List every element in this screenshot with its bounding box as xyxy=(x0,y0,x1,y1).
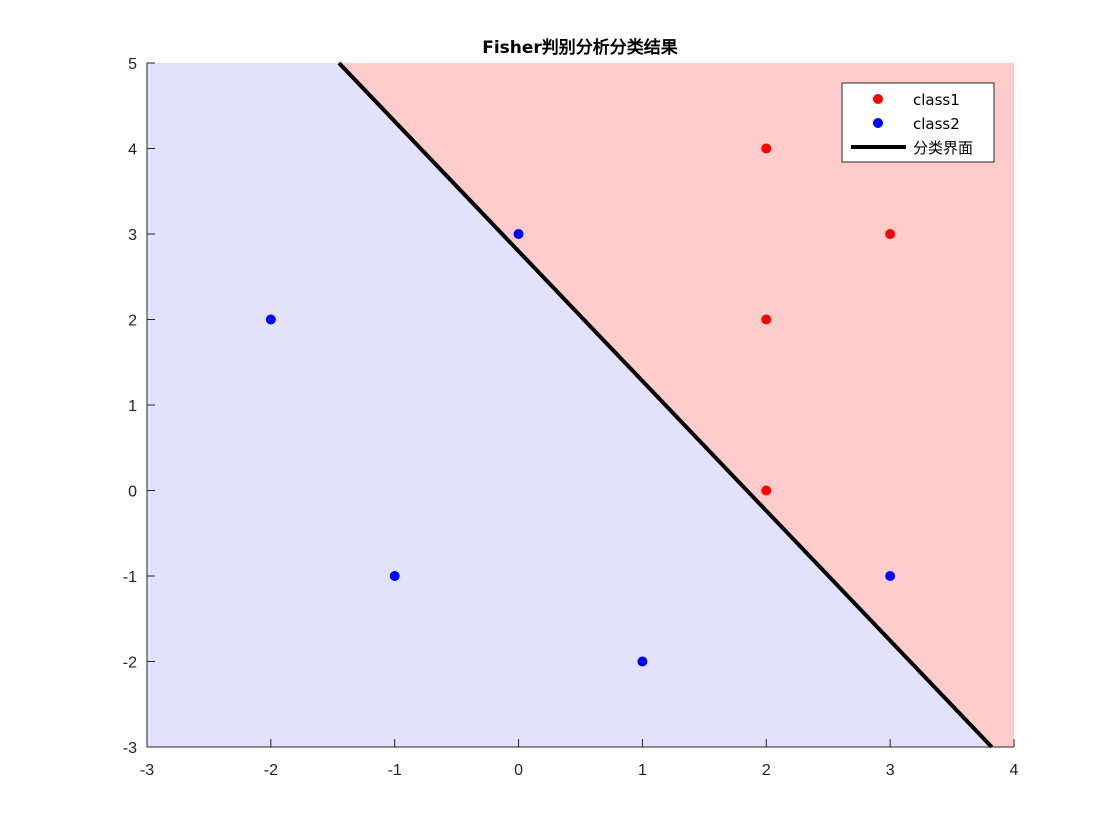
x-tick-label: -2 xyxy=(264,762,278,779)
class2-point xyxy=(513,229,524,239)
y-tick-label: 1 xyxy=(128,398,137,415)
legend-label: class1 xyxy=(913,91,960,109)
decision-boundary-line xyxy=(337,61,994,749)
x-tick-label: -3 xyxy=(140,762,154,779)
region-class1 xyxy=(338,63,1014,747)
y-tick-label: 5 xyxy=(128,56,137,73)
chart-title: Fisher判别分析分类结果 xyxy=(482,37,678,58)
boundary-layer xyxy=(337,61,994,749)
class1-point xyxy=(761,143,772,154)
legend: class1 class2 分类界面 xyxy=(841,82,995,163)
y-tick-label: -1 xyxy=(123,569,137,586)
points-layer xyxy=(265,143,896,667)
class2-point xyxy=(637,656,648,667)
x-tick-label: 1 xyxy=(638,762,647,779)
x-tick-label: -1 xyxy=(388,762,402,779)
legend-class1-marker xyxy=(873,94,883,104)
x-tick-label: 4 xyxy=(1010,762,1019,779)
class1-point xyxy=(885,229,896,239)
y-tick-label: 4 xyxy=(128,142,137,159)
y-tick-label: -2 xyxy=(123,655,137,672)
class2-point xyxy=(265,314,276,325)
y-tick-label: 0 xyxy=(128,484,137,501)
legend-class2-marker xyxy=(873,118,883,128)
class1-point xyxy=(761,485,772,496)
axes-layer: -3 -2 -1 0 1 2 3 4 -3 -2 -1 0 1 2 3 4 5 xyxy=(123,56,1019,779)
region-class2 xyxy=(147,63,992,747)
y-tick-label: -3 xyxy=(123,740,137,757)
y-tick-label: 3 xyxy=(128,227,137,244)
y-tick-label: 2 xyxy=(128,313,137,330)
class2-point xyxy=(389,571,400,581)
x-tick-label: 2 xyxy=(762,762,771,779)
class2-point xyxy=(885,571,896,581)
legend-label: class2 xyxy=(913,115,960,133)
x-tick-label: 3 xyxy=(886,762,895,779)
legend-label: 分类界面 xyxy=(913,139,973,157)
x-tick-label: 0 xyxy=(514,762,523,779)
class1-point xyxy=(761,314,772,325)
region-layer xyxy=(147,63,1014,747)
